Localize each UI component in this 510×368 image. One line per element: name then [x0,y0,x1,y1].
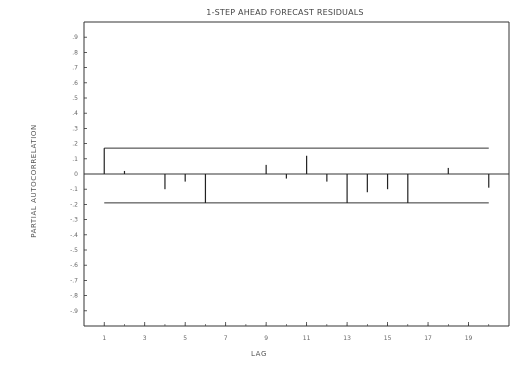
y-tick-label: .4 [72,110,78,117]
y-tick-label: .1 [72,156,78,163]
x-tick-label: 5 [183,335,187,342]
y-tick-label: -.5 [70,247,78,254]
x-axis-label: LAG [251,350,267,358]
y-tick-label: -.2 [70,201,78,208]
y-tick-label: .3 [72,125,78,132]
x-tick-label: 13 [343,335,351,342]
y-tick-label: -.8 [70,293,78,300]
y-tick-label: -.6 [70,262,78,269]
y-tick-label: -.7 [70,277,78,284]
x-tick-label: 11 [303,335,311,342]
y-axis-label: PARTIAL AUTOCORRELATION [30,124,38,238]
x-tick-label: 1 [102,335,106,342]
chart-title: 1-STEP AHEAD FORECAST RESIDUALS [206,8,363,17]
x-tick-label: 17 [424,335,432,342]
y-tick-label: -.1 [70,186,78,193]
y-tick-label: .9 [72,34,78,41]
x-tick-label: 15 [384,335,392,342]
x-tick-label: 19 [465,335,473,342]
x-tick-label: 7 [224,335,228,342]
y-tick-label: .7 [72,65,78,72]
y-tick-label: .2 [72,141,78,148]
y-tick-label: .8 [72,49,78,56]
y-tick-label: -.9 [70,308,78,315]
y-tick-label: 0 [74,171,78,178]
y-tick-label: -.3 [70,217,78,224]
x-tick-label: 9 [264,335,268,342]
x-tick-label: 3 [143,335,147,342]
y-tick-label: -.4 [70,232,78,239]
y-tick-label: .6 [72,80,78,87]
y-tick-label: .5 [72,95,78,102]
